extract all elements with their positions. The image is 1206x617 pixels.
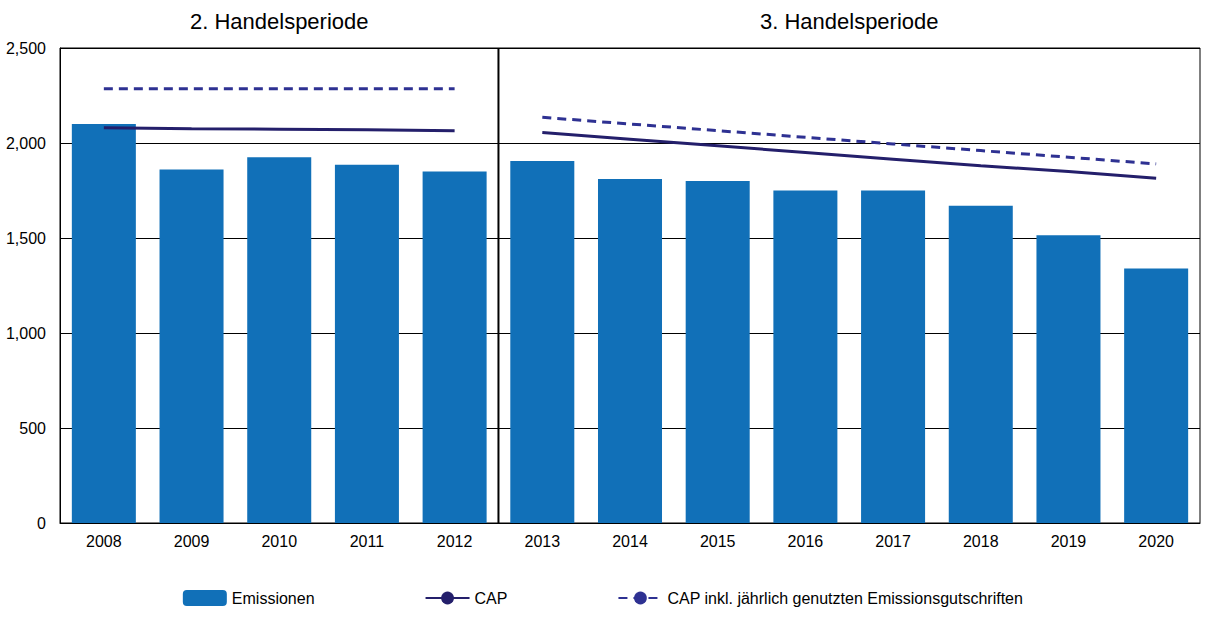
svg-text:2,500: 2,500	[6, 40, 46, 57]
svg-text:2012: 2012	[437, 533, 473, 550]
svg-text:3. Handelsperiode: 3. Handelsperiode	[760, 9, 939, 34]
svg-text:2018: 2018	[963, 533, 999, 550]
svg-text:1,500: 1,500	[6, 230, 46, 247]
svg-text:2015: 2015	[700, 533, 736, 550]
svg-text:2008: 2008	[86, 533, 122, 550]
svg-text:2,000: 2,000	[6, 135, 46, 152]
svg-text:2017: 2017	[875, 533, 911, 550]
svg-text:2014: 2014	[612, 533, 648, 550]
svg-text:2011: 2011	[350, 533, 385, 550]
svg-text:2009: 2009	[174, 533, 210, 550]
svg-text:2016: 2016	[788, 533, 824, 550]
svg-text:2020: 2020	[1138, 533, 1174, 550]
svg-text:2. Handelsperiode: 2. Handelsperiode	[190, 9, 369, 34]
svg-text:2019: 2019	[1051, 533, 1087, 550]
svg-text:2013: 2013	[525, 533, 561, 550]
svg-text:0: 0	[37, 515, 46, 532]
svg-text:Emissionen: Emissionen	[232, 590, 315, 607]
svg-text:CAP inkl. jährlich genutzten E: CAP inkl. jährlich genutzten Emissionsgu…	[667, 590, 1022, 607]
svg-text:500: 500	[19, 420, 46, 437]
svg-text:1,000: 1,000	[6, 325, 46, 342]
svg-text:2010: 2010	[261, 533, 297, 550]
svg-text:CAP: CAP	[475, 590, 508, 607]
